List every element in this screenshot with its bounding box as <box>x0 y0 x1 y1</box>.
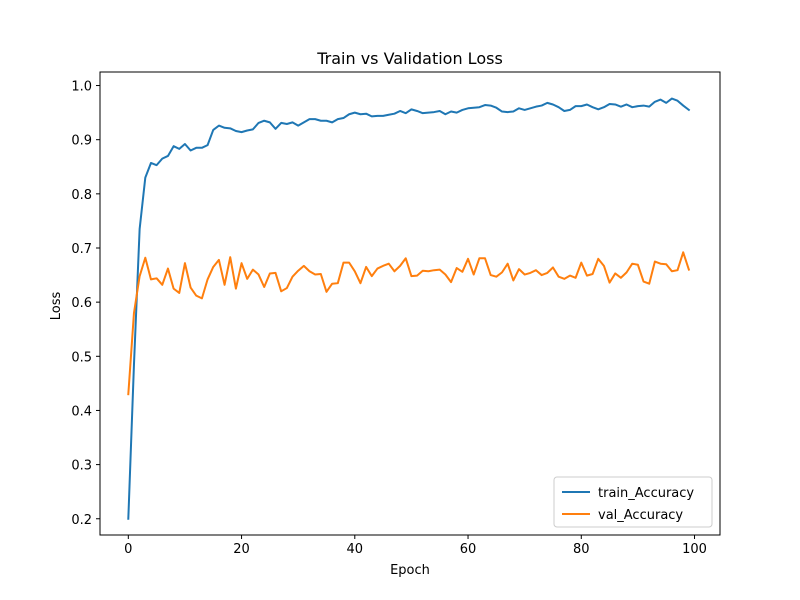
x-tick-label: 0 <box>124 542 132 557</box>
legend-box <box>553 476 713 528</box>
legend-label: val_Accuracy <box>598 508 683 523</box>
y-tick-label: 0.9 <box>71 134 92 149</box>
y-tick-label: 0.2 <box>71 513 92 528</box>
y-tick-label: 1.0 <box>71 80 92 95</box>
chart-title: Train vs Validation Loss <box>316 49 503 68</box>
x-tick-label: 40 <box>347 542 364 557</box>
series-line-train-accuracy <box>127 97 691 520</box>
x-axis-label: Epoch <box>390 563 430 578</box>
y-tick-label: 0.3 <box>71 459 92 474</box>
x-tick-label: 20 <box>233 542 250 557</box>
x-tick-label: 100 <box>682 542 707 557</box>
y-tick-label: 0.6 <box>71 296 92 311</box>
series-line-val-accuracy <box>127 251 691 396</box>
plot-area: 0 20 40 60 80 100 0.2 0.3 0.4 0.5 0.6 0.7 0.8 0.9 1.0 <box>71 71 721 557</box>
axes-frame <box>99 71 721 536</box>
y-tick-label: 0.8 <box>71 188 92 203</box>
x-tick-label: 60 <box>460 542 477 557</box>
y-tick-label: 0.5 <box>71 350 92 365</box>
legend: train_Accuracy val_Accuracy <box>553 476 713 528</box>
x-tick-label: 80 <box>573 542 590 557</box>
y-axis-label: Loss <box>49 292 64 321</box>
y-tick-label: 0.7 <box>71 242 92 257</box>
legend-label: train_Accuracy <box>598 486 694 501</box>
y-tick-label: 0.4 <box>71 404 92 419</box>
